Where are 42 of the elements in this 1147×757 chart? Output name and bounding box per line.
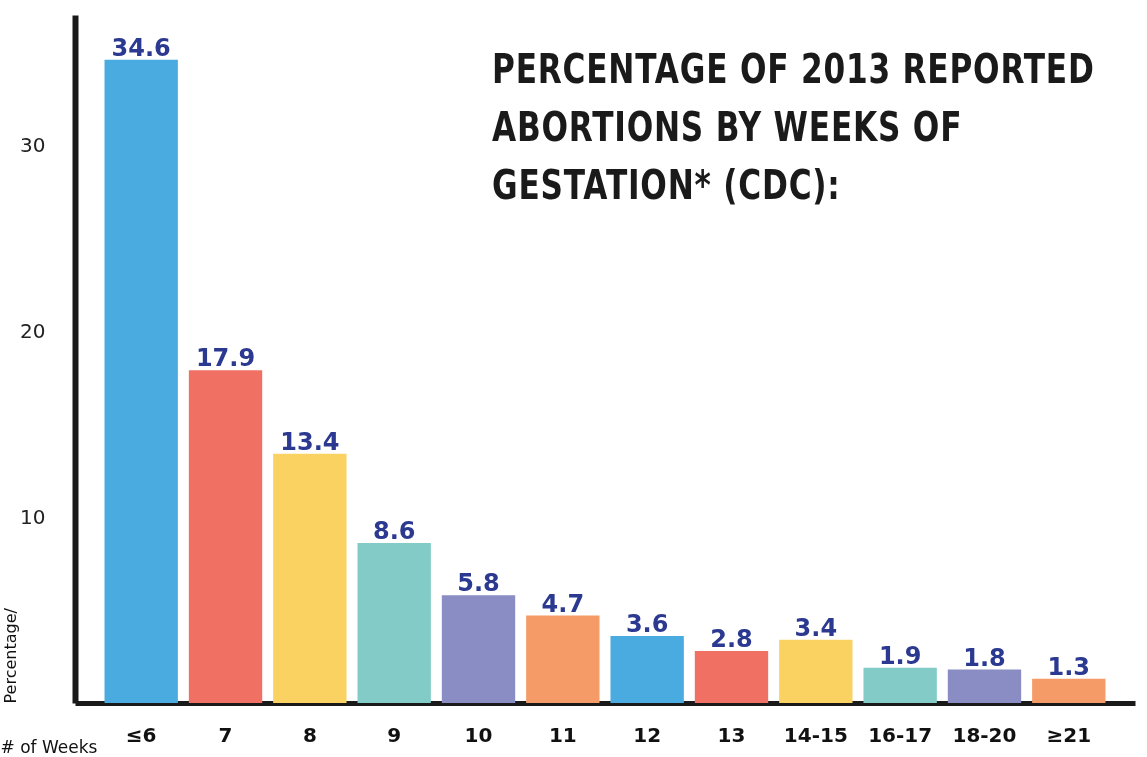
data-label: 17.9 bbox=[195, 344, 256, 373]
data-label: 2.8 bbox=[710, 624, 753, 653]
x-axis-title: # of Weeks bbox=[0, 736, 98, 757]
bar bbox=[441, 595, 516, 703]
data-label: 34.6 bbox=[111, 33, 171, 62]
data-label: 1.9 bbox=[878, 641, 922, 670]
bar bbox=[610, 636, 684, 703]
data-label: 1.3 bbox=[1047, 652, 1091, 681]
x-tick-label: 11 bbox=[548, 722, 577, 747]
bar bbox=[188, 370, 263, 703]
text: PERCENTAGE OF 2013 REPORTED ABORTIONS BY WEEKS OF GESTATION* (CDC): bbox=[492, 45, 1096, 210]
bar bbox=[104, 59, 178, 703]
x-tick-label: ≥21 bbox=[1046, 722, 1092, 747]
bar bbox=[863, 667, 937, 703]
data-label: 13.4 bbox=[280, 427, 340, 456]
y-tick-label: 20 bbox=[20, 318, 46, 343]
x-tick-label: 13 bbox=[717, 722, 746, 747]
data-label: 4.7 bbox=[541, 589, 585, 618]
data-label: 5.8 bbox=[457, 569, 500, 598]
y-tick-label: 30 bbox=[20, 132, 46, 157]
x-tick-label: 7 bbox=[218, 722, 233, 747]
x-tick-label: 12 bbox=[633, 722, 662, 747]
x-tick-label: ≤6 bbox=[125, 722, 157, 747]
data-label: 1.8 bbox=[963, 643, 1006, 672]
data-label: 8.6 bbox=[372, 517, 416, 546]
y-tick-label: 10 bbox=[20, 504, 46, 529]
x-tick-label: 18-20 bbox=[952, 722, 1017, 747]
bar bbox=[694, 650, 769, 703]
x-tick-label: 10 bbox=[464, 722, 493, 747]
data-label: 3.6 bbox=[625, 610, 669, 639]
x-tick-label: 14-15 bbox=[783, 722, 848, 747]
bar bbox=[526, 615, 600, 703]
x-tick-label: 16-17 bbox=[868, 722, 933, 747]
y-axis-title: Percentage/ bbox=[0, 607, 20, 704]
x-tick-label: 8 bbox=[302, 722, 317, 747]
bar bbox=[1032, 678, 1106, 703]
bar bbox=[357, 543, 431, 703]
bar bbox=[273, 453, 347, 703]
x-tick-label: 9 bbox=[387, 722, 402, 747]
bar bbox=[947, 669, 1022, 703]
bar bbox=[779, 639, 853, 703]
data-label: 3.4 bbox=[794, 613, 838, 642]
